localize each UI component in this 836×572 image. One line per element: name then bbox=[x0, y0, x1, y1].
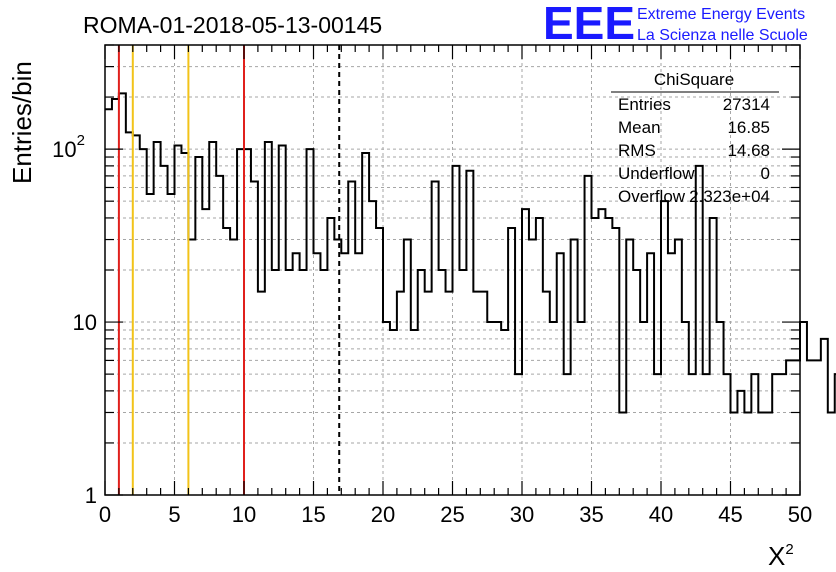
eee-logo-line1: Extreme Energy Events bbox=[637, 6, 805, 23]
x-tick-label: 35 bbox=[579, 502, 603, 527]
reference-lines bbox=[117, 45, 341, 495]
x-tick-label: 45 bbox=[718, 502, 742, 527]
eee-logo: EEE Extreme Energy Events La Scienza nel… bbox=[543, 0, 808, 49]
x-tick-label: 25 bbox=[440, 502, 464, 527]
x-tick-label: 0 bbox=[99, 502, 111, 527]
x-axis-label-superscript: 2 bbox=[785, 541, 793, 558]
stats-box: ChiSquare Entries 27314 Mean 16.85 RMS 14.68 U… bbox=[611, 70, 779, 206]
stats-row-value: 27314 bbox=[723, 95, 770, 114]
chart-title: ROMA-01-2018-05-13-00145 bbox=[83, 12, 382, 38]
x-tick-label: 30 bbox=[510, 502, 534, 527]
eee-logo-line2: La Scienza nelle Scuole bbox=[637, 27, 808, 44]
histogram bbox=[105, 92, 836, 414]
x-tick-label: 50 bbox=[788, 502, 812, 527]
stats-box-title: ChiSquare bbox=[654, 70, 734, 89]
x-tick-label: 20 bbox=[371, 502, 395, 527]
stats-box-rows: Entries 27314 Mean 16.85 RMS 14.68 Underflow 0 O… bbox=[618, 95, 770, 206]
x-tick-label: 5 bbox=[168, 502, 180, 527]
x-tick-label: 15 bbox=[301, 502, 325, 527]
x-tick-label: 10 bbox=[232, 502, 256, 527]
stats-row-label: Overflow bbox=[618, 187, 686, 206]
y-tick-label: 102 bbox=[52, 132, 85, 162]
histogram-line bbox=[105, 92, 836, 414]
stats-row-value: 14.68 bbox=[727, 141, 770, 160]
x-axis-label-base: X bbox=[768, 541, 785, 571]
stats-row-label: Mean bbox=[618, 118, 661, 137]
stats-row-value: 0 bbox=[761, 164, 770, 183]
y-tick-label: 1 bbox=[85, 483, 97, 508]
stats-row-label: Underflow bbox=[618, 164, 695, 183]
stats-row-value: 2.323e+04 bbox=[689, 187, 770, 206]
y-tick-label-exp: 2 bbox=[77, 132, 85, 149]
stats-row-value: 16.85 bbox=[727, 118, 770, 137]
y-axis-label: Entries/bin bbox=[7, 61, 37, 184]
x-tick-label: 40 bbox=[649, 502, 673, 527]
x-axis-label: X2 bbox=[768, 541, 794, 571]
y-tick-label: 10 bbox=[73, 310, 97, 335]
stats-row-label: RMS bbox=[618, 141, 656, 160]
eee-logo-mark: EEE bbox=[543, 0, 635, 49]
stats-row-label: Entries bbox=[618, 95, 671, 114]
